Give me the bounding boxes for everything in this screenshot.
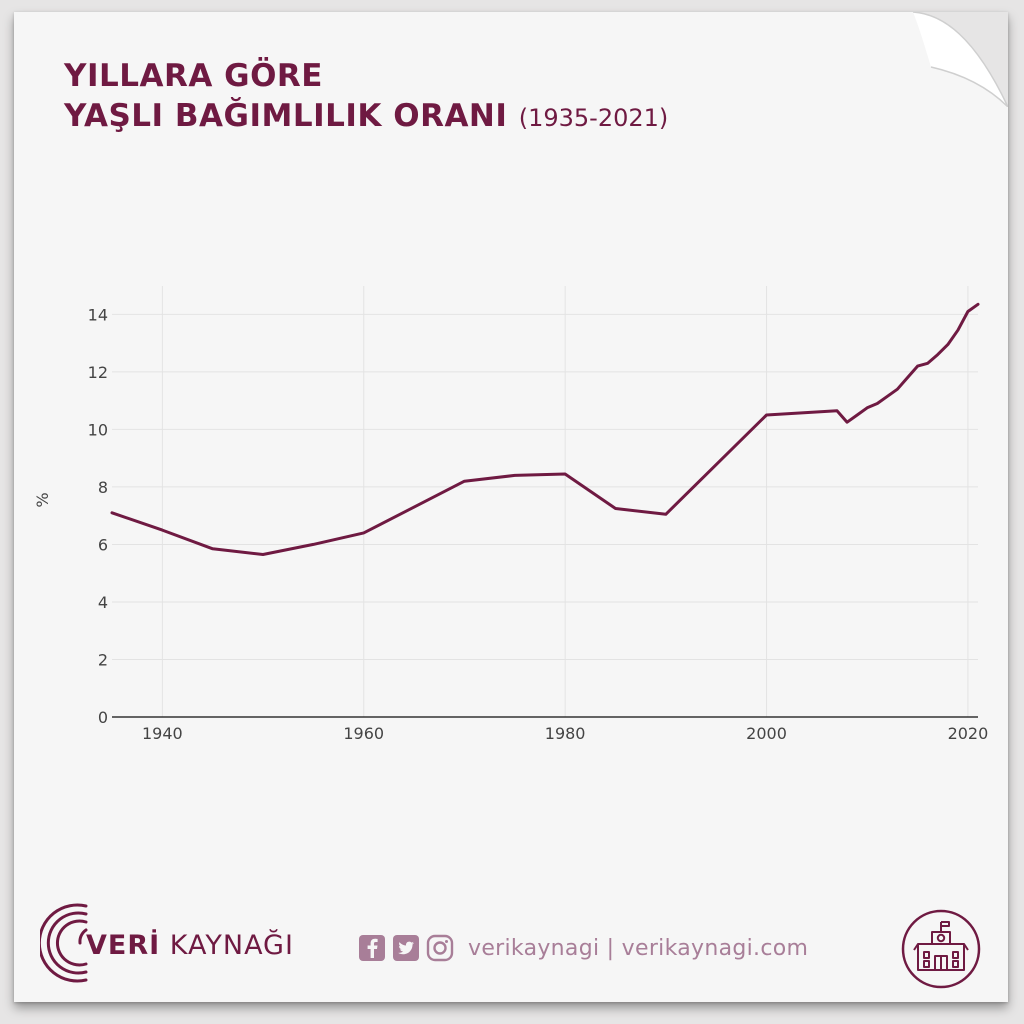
chart-grid: [112, 286, 978, 717]
x-tick-label: 1960: [343, 724, 384, 743]
y-tick-label: 4: [98, 593, 108, 612]
page-curl-icon: [913, 12, 1008, 107]
facebook-icon[interactable]: [358, 934, 386, 962]
brand-name-rest: KAYNAĞI: [160, 930, 294, 961]
chart-axes: 0 2 4 6 8 10 12 14 1940 1960 1980 2000 2020: [88, 305, 989, 743]
y-tick-label: 14: [88, 305, 108, 324]
y-tick-label: 6: [98, 535, 108, 554]
y-tick-label: 8: [98, 478, 108, 497]
brand-name-bold: VERİ: [86, 930, 161, 961]
chart-series: [110, 302, 980, 556]
x-tick-label: 1980: [545, 724, 586, 743]
twitter-icon[interactable]: [392, 934, 420, 962]
y-tick-label: 12: [88, 363, 108, 382]
x-tick-label: 1940: [142, 724, 183, 743]
page-title: YILLARA GÖRE YAŞLI BAĞIMLILIK ORANI (193…: [64, 56, 668, 138]
series-line: [110, 302, 980, 556]
social-links: verikaynagi | verikaynagi.com: [358, 932, 808, 964]
school-building-icon: [901, 909, 981, 989]
veri-kaynagi-logo-icon: [40, 903, 88, 983]
y-tick-label: 0: [98, 708, 108, 727]
y-tick-label: 10: [88, 420, 108, 439]
paper-background: [14, 12, 1008, 1002]
y-axis-label: %: [33, 492, 52, 507]
y-tick-label: 2: [98, 650, 108, 669]
instagram-icon[interactable]: [426, 934, 454, 962]
social-handle-text[interactable]: verikaynagi | verikaynagi.com: [468, 935, 809, 961]
title-years: (1935-2021): [518, 104, 669, 132]
brand-name: VERİ KAYNAĞI: [86, 930, 294, 961]
title-line-1: YILLARA GÖRE: [64, 58, 323, 94]
x-tick-label: 2020: [948, 724, 989, 743]
title-line-2: YAŞLI BAĞIMLILIK ORANI: [64, 98, 508, 134]
x-tick-label: 2000: [746, 724, 787, 743]
